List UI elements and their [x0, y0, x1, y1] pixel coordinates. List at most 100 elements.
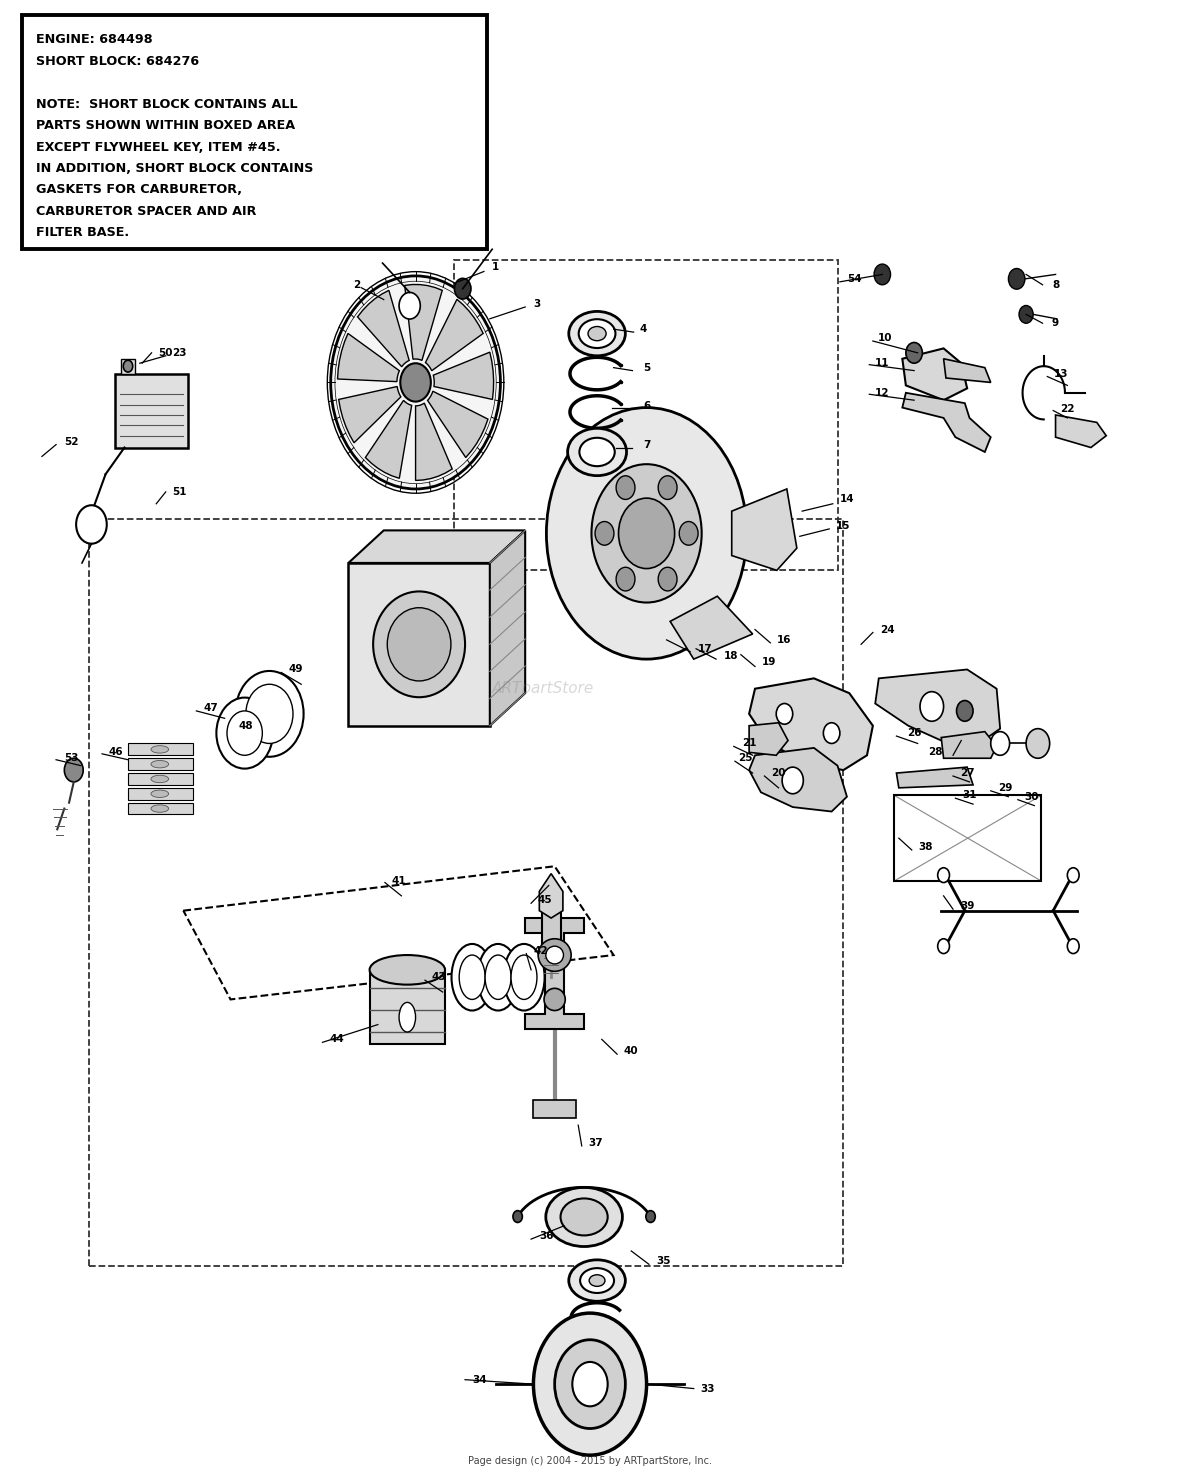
Circle shape — [782, 767, 804, 794]
Circle shape — [658, 475, 677, 499]
Ellipse shape — [546, 946, 564, 964]
Circle shape — [776, 703, 793, 724]
Ellipse shape — [369, 955, 445, 985]
Text: 29: 29 — [997, 783, 1012, 792]
Ellipse shape — [227, 711, 262, 755]
Bar — [90, 518, 844, 1266]
Polygon shape — [366, 400, 412, 478]
Text: 35: 35 — [656, 1256, 670, 1266]
Ellipse shape — [459, 955, 485, 1000]
Circle shape — [1027, 729, 1050, 758]
Ellipse shape — [544, 988, 565, 1010]
Text: CARBURETOR SPACER AND AIR: CARBURETOR SPACER AND AIR — [37, 204, 256, 218]
Circle shape — [991, 732, 1010, 755]
Text: 24: 24 — [880, 625, 894, 634]
Text: 18: 18 — [725, 652, 739, 661]
Ellipse shape — [511, 955, 537, 1000]
Polygon shape — [1056, 415, 1106, 447]
Bar — [542, 892, 560, 948]
Circle shape — [591, 464, 702, 603]
Text: Page design (c) 2004 - 2015 by ARTpartStore, Inc.: Page design (c) 2004 - 2015 by ARTpartSt… — [468, 1456, 712, 1466]
Polygon shape — [525, 918, 584, 1029]
Text: 28: 28 — [929, 748, 943, 757]
Circle shape — [658, 567, 677, 591]
Text: ARTpartStore: ARTpartStore — [492, 681, 594, 696]
Ellipse shape — [578, 320, 616, 348]
Text: 11: 11 — [876, 358, 890, 369]
Polygon shape — [339, 387, 401, 443]
Circle shape — [938, 939, 950, 954]
Bar — [127, 743, 192, 755]
Ellipse shape — [151, 804, 169, 812]
Polygon shape — [749, 748, 847, 812]
Ellipse shape — [560, 1198, 608, 1235]
Polygon shape — [348, 563, 490, 726]
Text: 54: 54 — [847, 274, 861, 284]
Circle shape — [1020, 305, 1034, 323]
Bar — [120, 358, 135, 373]
Text: 30: 30 — [1024, 792, 1040, 801]
Bar — [127, 758, 192, 770]
Bar — [533, 1100, 576, 1118]
Circle shape — [906, 342, 923, 363]
Text: 16: 16 — [778, 635, 792, 644]
Polygon shape — [427, 391, 489, 458]
Ellipse shape — [546, 1188, 622, 1247]
Bar — [127, 773, 192, 785]
Ellipse shape — [478, 943, 519, 1010]
Polygon shape — [944, 358, 991, 382]
Text: 49: 49 — [288, 665, 302, 674]
Polygon shape — [903, 348, 968, 400]
Text: 53: 53 — [64, 754, 79, 763]
Text: 10: 10 — [878, 333, 892, 344]
Circle shape — [874, 264, 891, 284]
Polygon shape — [490, 530, 525, 726]
Bar — [114, 373, 188, 447]
Text: 2: 2 — [353, 280, 360, 290]
Polygon shape — [942, 732, 997, 758]
Ellipse shape — [504, 943, 545, 1010]
Text: 20: 20 — [772, 769, 786, 778]
Text: 37: 37 — [589, 1137, 603, 1148]
Text: 14: 14 — [840, 495, 854, 505]
Ellipse shape — [216, 698, 273, 769]
Polygon shape — [670, 597, 753, 659]
Text: 41: 41 — [392, 877, 406, 886]
Ellipse shape — [151, 745, 169, 752]
Circle shape — [454, 278, 471, 299]
Ellipse shape — [399, 1003, 415, 1032]
Bar — [127, 803, 192, 815]
Text: 15: 15 — [837, 521, 851, 532]
Text: FILTER BASE.: FILTER BASE. — [37, 227, 129, 240]
Polygon shape — [433, 352, 493, 400]
Polygon shape — [749, 678, 873, 770]
Text: EXCEPT FLYWHEEL KEY, ITEM #45.: EXCEPT FLYWHEEL KEY, ITEM #45. — [37, 141, 281, 154]
Text: 12: 12 — [876, 388, 890, 398]
Text: IN ADDITION, SHORT BLOCK CONTAINS: IN ADDITION, SHORT BLOCK CONTAINS — [37, 161, 314, 175]
Circle shape — [399, 292, 420, 318]
Text: PARTS SHOWN WITHIN BOXED AREA: PARTS SHOWN WITHIN BOXED AREA — [37, 118, 295, 132]
Circle shape — [618, 498, 675, 569]
Circle shape — [400, 363, 431, 401]
Text: 45: 45 — [538, 896, 552, 905]
Circle shape — [533, 1314, 647, 1456]
Circle shape — [616, 567, 635, 591]
Text: 38: 38 — [919, 843, 933, 852]
Text: 46: 46 — [109, 748, 124, 757]
Circle shape — [1009, 268, 1025, 289]
Circle shape — [595, 521, 614, 545]
Polygon shape — [369, 970, 445, 1044]
Text: 8: 8 — [1051, 280, 1060, 290]
Text: 40: 40 — [624, 1046, 638, 1056]
Ellipse shape — [373, 591, 465, 698]
Text: 39: 39 — [961, 902, 975, 911]
Text: 48: 48 — [238, 721, 254, 730]
Polygon shape — [749, 723, 788, 755]
Ellipse shape — [588, 326, 607, 341]
Text: 33: 33 — [701, 1383, 715, 1394]
Circle shape — [77, 505, 106, 544]
Polygon shape — [405, 284, 442, 360]
Text: 6: 6 — [643, 401, 650, 412]
Text: 36: 36 — [539, 1231, 553, 1241]
Polygon shape — [358, 290, 409, 367]
